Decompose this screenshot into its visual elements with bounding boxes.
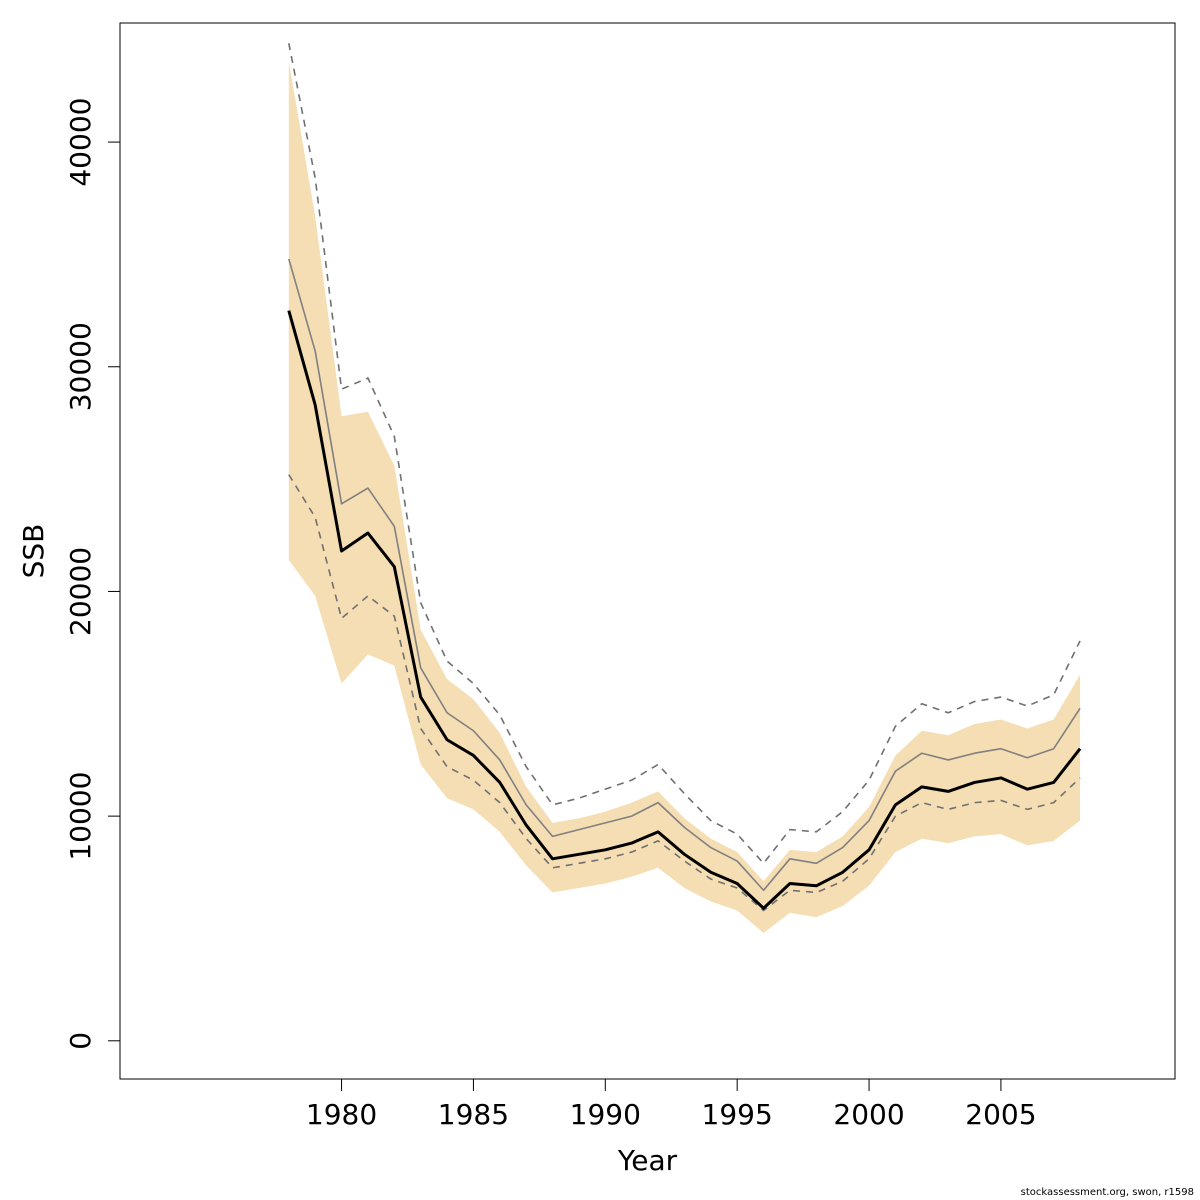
ssb-upper-dashed-line [288, 43, 1081, 865]
x-tick-label: 1980 [306, 1098, 377, 1131]
confidence-band-layer [288, 61, 1081, 933]
y-tick-label: 0 [64, 1032, 97, 1050]
y-tick-label: 10000 [64, 772, 97, 861]
y-tick-label: 40000 [64, 98, 97, 187]
y-axis: 0 10000 20000 30000 40000 [64, 98, 121, 1050]
ssb-estimate-line [287, 310, 1082, 910]
x-axis: 1980 1985 1990 1995 2000 2005 [306, 1078, 1037, 1131]
series-lines-layer [287, 43, 1082, 912]
x-tick-label: 1995 [702, 1098, 773, 1131]
confidence-band [288, 61, 1081, 933]
x-tick-label: 2000 [833, 1098, 904, 1131]
x-tick-label: 1990 [570, 1098, 641, 1131]
x-tick-label: 2005 [965, 1098, 1036, 1131]
y-tick-label: 20000 [64, 547, 97, 636]
plot-frame [119, 22, 1176, 1080]
y-axis-title: SSB [17, 524, 50, 579]
x-axis-title: Year [617, 1144, 678, 1177]
y-tick-label: 30000 [64, 322, 97, 411]
x-tick-label: 1985 [438, 1098, 509, 1131]
credit-text: stockassessment.org, swon, r1598 [1020, 1187, 1194, 1198]
ssb-grey-line [288, 258, 1081, 892]
